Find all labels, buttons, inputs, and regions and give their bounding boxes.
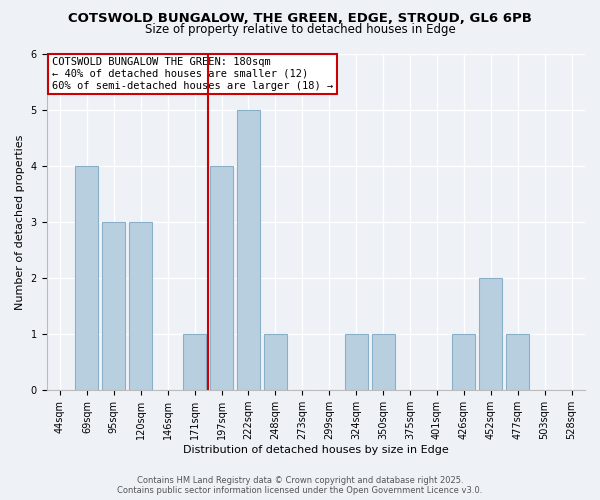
Bar [130, 222, 152, 390]
Bar [264, 334, 287, 390]
Bar [103, 222, 125, 390]
Bar [371, 334, 395, 390]
Bar [345, 334, 368, 390]
Y-axis label: Number of detached properties: Number of detached properties [15, 134, 25, 310]
Text: COTSWOLD BUNGALOW THE GREEN: 180sqm
← 40% of detached houses are smaller (12)
60: COTSWOLD BUNGALOW THE GREEN: 180sqm ← 40… [52, 58, 333, 90]
Text: Contains HM Land Registry data © Crown copyright and database right 2025.
Contai: Contains HM Land Registry data © Crown c… [118, 476, 482, 495]
Bar [76, 166, 98, 390]
X-axis label: Distribution of detached houses by size in Edge: Distribution of detached houses by size … [183, 445, 449, 455]
Text: Size of property relative to detached houses in Edge: Size of property relative to detached ho… [145, 22, 455, 36]
Bar [479, 278, 502, 390]
Bar [183, 334, 206, 390]
Bar [237, 110, 260, 390]
Text: COTSWOLD BUNGALOW, THE GREEN, EDGE, STROUD, GL6 6PB: COTSWOLD BUNGALOW, THE GREEN, EDGE, STRO… [68, 12, 532, 26]
Bar [506, 334, 529, 390]
Bar [210, 166, 233, 390]
Bar [452, 334, 475, 390]
